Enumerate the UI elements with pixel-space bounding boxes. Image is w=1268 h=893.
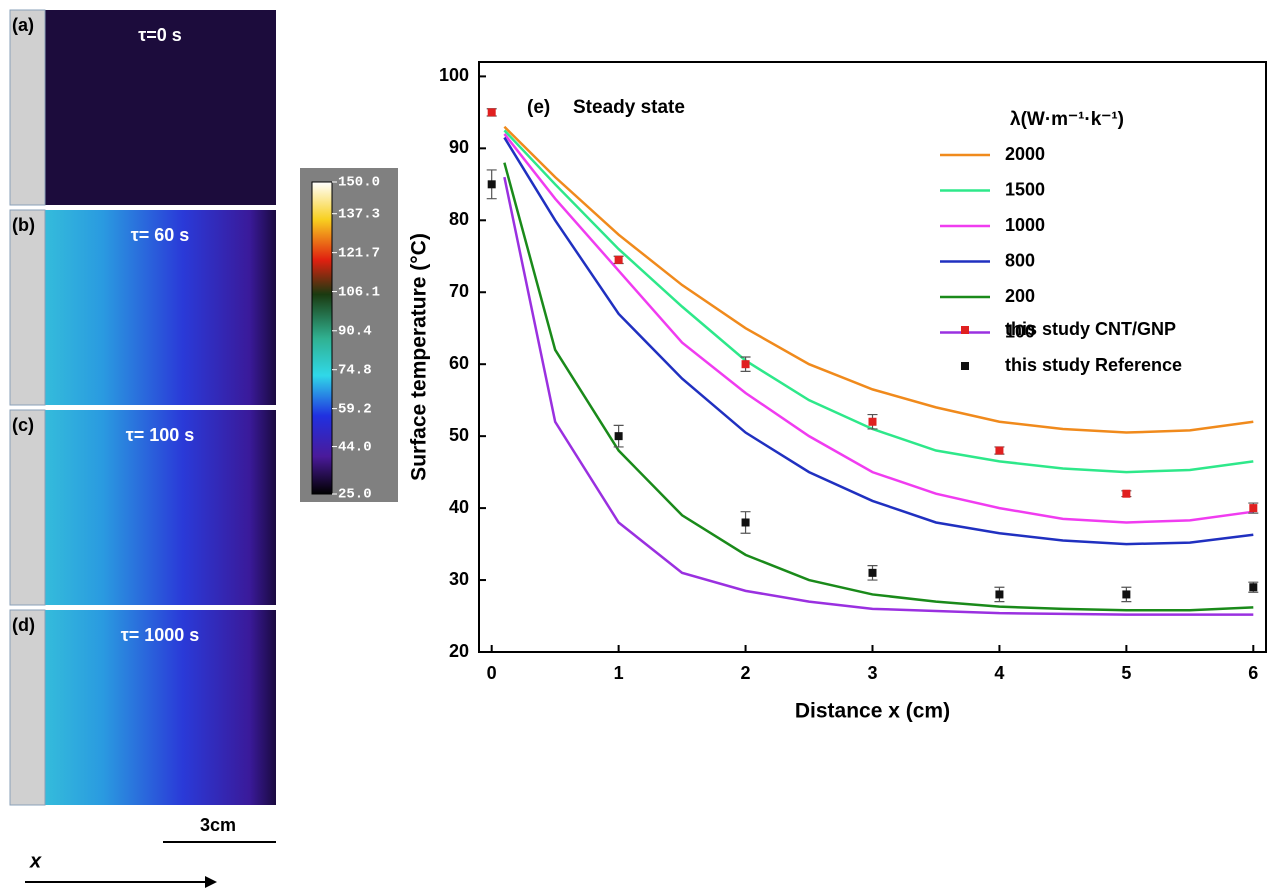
legend-label: 200 (1005, 286, 1035, 306)
direction-label: x (29, 850, 42, 872)
data-point (1249, 504, 1258, 513)
y-tick-label: 70 (449, 281, 469, 301)
x-tick-label: 3 (867, 663, 877, 683)
colorbar-label: 137.3 (338, 206, 380, 222)
x-tick-label: 2 (741, 663, 751, 683)
curve (503, 162, 1254, 612)
thermal-panels: (a) τ=0 s (b) τ= 60 s (c) τ= 100 s (d) τ= 1000 … (9, 9, 276, 806)
thermal-image (10, 410, 276, 605)
legend-label: 2000 (1005, 144, 1045, 164)
legend-label: 1500 (1005, 179, 1045, 199)
colorbar-label: 74.8 (338, 362, 372, 378)
sample-holder (9, 609, 46, 806)
data-point (995, 590, 1004, 599)
data-point (741, 518, 750, 527)
legend-title: λ(W·m⁻¹·k⁻¹) (1010, 109, 1124, 130)
x-tick-label: 5 (1121, 663, 1131, 683)
legend-swatch (961, 362, 969, 370)
scale-label: 3cm (200, 815, 236, 835)
data-point (741, 360, 750, 369)
y-axis-title: Surface temperature (°C) (408, 233, 431, 481)
panel-time: τ=0 s (138, 25, 182, 45)
colorbar-label: 121.7 (338, 245, 380, 261)
curve (503, 129, 1254, 474)
colorbar-label: 59.2 (338, 401, 372, 417)
panel-label: (c) (12, 415, 34, 435)
thermal-image (10, 610, 276, 805)
curve (503, 133, 1254, 524)
panel-time: τ= 60 s (131, 225, 190, 245)
panel-label: (b) (12, 215, 35, 235)
y-tick-label: 40 (449, 497, 469, 517)
y-tick-label: 20 (449, 641, 469, 661)
y-tick-label: 30 (449, 569, 469, 589)
sample-holder (9, 9, 46, 206)
data-point (868, 417, 877, 426)
data-point (487, 108, 496, 117)
y-tick-label: 50 (449, 425, 469, 445)
x-tick-label: 6 (1248, 663, 1258, 683)
panel-time: τ= 100 s (126, 425, 195, 445)
legend-label: 800 (1005, 250, 1035, 270)
colorbar (311, 181, 333, 495)
curve (503, 136, 1254, 546)
colorbar-label: 44.0 (338, 439, 372, 455)
legend-swatch (961, 326, 969, 334)
y-tick-label: 60 (449, 353, 469, 373)
x-tick-label: 4 (994, 663, 1004, 683)
legend-label: this study Reference (1005, 355, 1182, 375)
panel-label: (a) (12, 15, 34, 35)
data-point (487, 180, 496, 189)
y-tick-label: 90 (449, 137, 469, 157)
annotation: Steady state (573, 97, 685, 118)
colorbar-label: 106.1 (338, 284, 380, 300)
sample-holder (9, 209, 46, 406)
thermal-image (10, 210, 276, 405)
legend-label: 1000 (1005, 215, 1045, 235)
data-point (868, 568, 877, 577)
sample-holder (9, 409, 46, 606)
colorbar-label: 150.0 (338, 175, 380, 191)
thermal-image (10, 10, 276, 205)
colorbar-label: 25.0 (338, 487, 372, 503)
panel-label: (e) (527, 97, 550, 118)
curve (503, 176, 1254, 616)
x-tick-label: 1 (614, 663, 624, 683)
y-tick-label: 100 (439, 65, 469, 85)
data-point (1122, 590, 1131, 599)
legend-label: 100 (1005, 321, 1035, 341)
x-tick-label: 0 (487, 663, 497, 683)
colorbar-label: 90.4 (338, 323, 372, 339)
chart: 0 1 2 3 4 5 6 20 30 40 50 60 70 80 90 100 Distance x (cm… (408, 61, 1267, 723)
data-point (1249, 583, 1258, 592)
x-axis-title: Distance x (cm) (795, 700, 950, 723)
data-point (1122, 489, 1131, 498)
arrow-head (205, 876, 217, 888)
panel-label: (d) (12, 615, 35, 635)
panel-time: τ= 1000 s (121, 625, 200, 645)
data-point (995, 446, 1004, 455)
data-point (614, 255, 623, 264)
data-point (614, 432, 623, 441)
curve (503, 125, 1254, 434)
y-tick-label: 80 (449, 209, 469, 229)
legend-label: this study CNT/GNP (1005, 319, 1176, 339)
